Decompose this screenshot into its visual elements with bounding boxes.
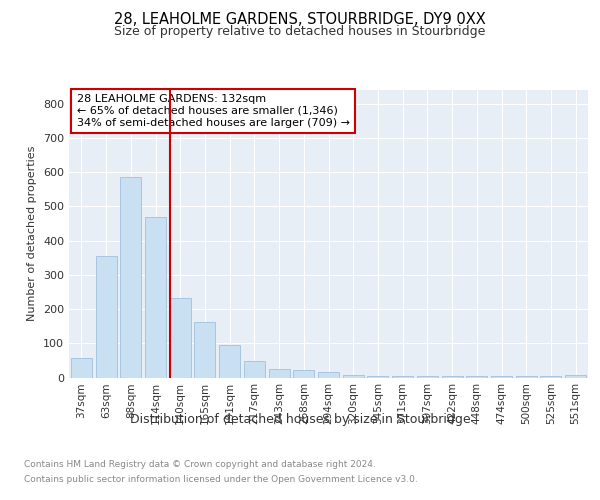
Bar [170,298,191,378]
Bar [392,376,413,378]
Text: Contains public sector information licensed under the Open Government Licence v3: Contains public sector information licen… [24,475,418,484]
Bar [491,376,512,378]
Bar [244,361,265,378]
Bar [145,216,166,378]
Bar [71,358,92,378]
Bar [194,322,215,378]
Bar [367,376,388,378]
Bar [293,370,314,378]
Bar [466,376,487,378]
Y-axis label: Number of detached properties: Number of detached properties [28,146,37,322]
Bar [417,376,438,378]
Bar [343,376,364,378]
Text: 28 LEAHOLME GARDENS: 132sqm
← 65% of detached houses are smaller (1,346)
34% of : 28 LEAHOLME GARDENS: 132sqm ← 65% of det… [77,94,350,128]
Bar [120,178,141,378]
Text: 28, LEAHOLME GARDENS, STOURBRIDGE, DY9 0XX: 28, LEAHOLME GARDENS, STOURBRIDGE, DY9 0… [114,12,486,28]
Bar [516,376,537,378]
Bar [269,369,290,378]
Bar [442,376,463,378]
Bar [565,376,586,378]
Text: Size of property relative to detached houses in Stourbridge: Size of property relative to detached ho… [115,25,485,38]
Bar [95,256,116,378]
Text: Contains HM Land Registry data © Crown copyright and database right 2024.: Contains HM Land Registry data © Crown c… [24,460,376,469]
Text: Distribution of detached houses by size in Stourbridge: Distribution of detached houses by size … [130,412,470,426]
Bar [219,345,240,378]
Bar [541,376,562,378]
Bar [318,372,339,378]
